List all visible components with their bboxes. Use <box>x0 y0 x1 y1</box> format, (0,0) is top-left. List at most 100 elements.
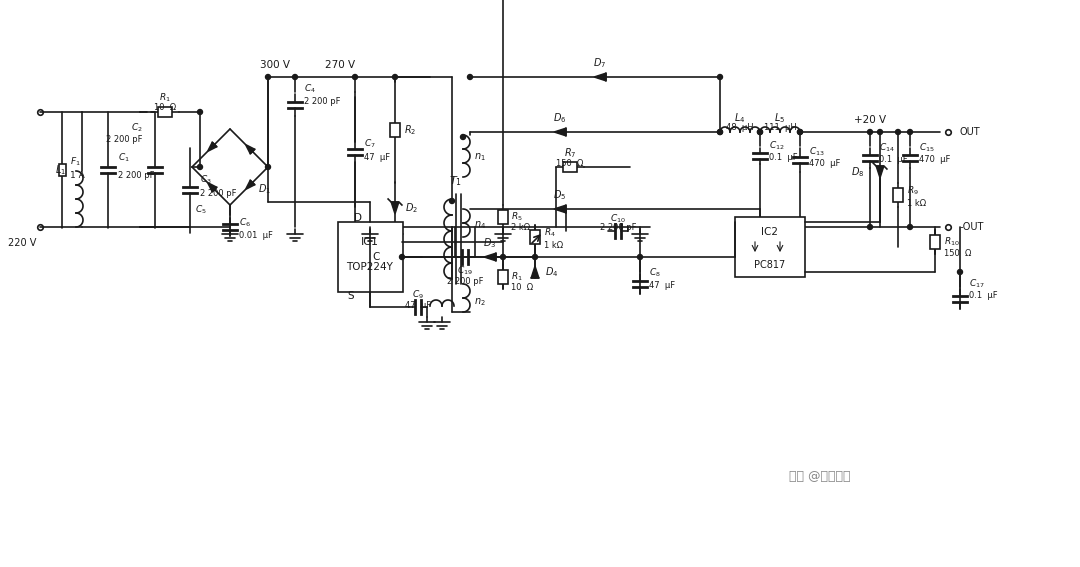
Text: C: C <box>373 252 380 262</box>
Bar <box>498 270 508 284</box>
Text: 10  Ω: 10 Ω <box>511 282 534 291</box>
Polygon shape <box>207 183 217 192</box>
Bar <box>735 217 805 277</box>
Circle shape <box>867 225 873 230</box>
Text: $L_4$: $L_4$ <box>734 111 745 125</box>
Text: 470  μF: 470 μF <box>919 155 950 164</box>
Text: OUT: OUT <box>960 127 981 137</box>
Circle shape <box>867 129 873 134</box>
Text: 150  Ω: 150 Ω <box>556 159 583 167</box>
Text: -OUT: -OUT <box>960 222 984 232</box>
Text: $C_{14}$: $C_{14}$ <box>879 142 895 154</box>
Polygon shape <box>484 253 496 261</box>
Text: 111  μH: 111 μH <box>764 124 796 133</box>
Text: 2 200 pF: 2 200 pF <box>200 189 237 198</box>
Text: $C_9$: $C_9$ <box>413 289 424 301</box>
Text: $R_1$: $R_1$ <box>159 92 171 104</box>
Circle shape <box>907 129 913 134</box>
Circle shape <box>717 129 723 134</box>
Circle shape <box>198 109 203 115</box>
Text: 1 kΩ: 1 kΩ <box>544 240 563 249</box>
Text: $C_7$: $C_7$ <box>364 138 376 150</box>
Polygon shape <box>391 202 399 214</box>
Text: 2 200 pF: 2 200 pF <box>107 136 143 145</box>
Text: $D_2$: $D_2$ <box>405 201 418 215</box>
Polygon shape <box>207 142 217 151</box>
Circle shape <box>293 74 297 79</box>
Bar <box>338 222 403 292</box>
Circle shape <box>907 225 913 230</box>
Circle shape <box>895 129 901 134</box>
Circle shape <box>352 74 357 79</box>
Text: 2 200 pF: 2 200 pF <box>447 277 483 286</box>
Text: $R_7$: $R_7$ <box>564 146 577 160</box>
Text: $D_3$: $D_3$ <box>484 236 497 250</box>
Text: S: S <box>348 291 354 301</box>
Text: $R_4$: $R_4$ <box>544 227 556 239</box>
Text: 47  μF: 47 μF <box>649 281 675 290</box>
Text: $L_1$: $L_1$ <box>55 163 66 177</box>
Polygon shape <box>876 166 883 178</box>
Circle shape <box>468 74 473 79</box>
Circle shape <box>797 129 802 134</box>
Circle shape <box>717 129 723 134</box>
Text: $C_{13}$: $C_{13}$ <box>809 146 825 158</box>
Text: 2 200 pF: 2 200 pF <box>118 171 154 180</box>
Text: $C_6$: $C_6$ <box>239 217 251 229</box>
Text: 470  μF: 470 μF <box>809 159 840 168</box>
Text: 47  μF: 47 μF <box>364 153 390 162</box>
Text: PC817: PC817 <box>754 260 785 270</box>
Circle shape <box>637 255 643 260</box>
Text: $D_6$: $D_6$ <box>553 111 567 125</box>
Text: 0.1  μF: 0.1 μF <box>969 291 998 301</box>
Polygon shape <box>245 145 255 154</box>
Text: 48  μH: 48 μH <box>726 124 754 133</box>
Text: $T_1$: $T_1$ <box>449 174 462 188</box>
Text: $C_{17}$: $C_{17}$ <box>969 278 985 290</box>
Text: $D_1$: $D_1$ <box>258 182 271 196</box>
Text: $R_2$: $R_2$ <box>404 123 416 137</box>
Text: $R_5$: $R_5$ <box>511 211 523 223</box>
Polygon shape <box>594 73 606 81</box>
Text: 220 V: 220 V <box>8 238 36 248</box>
Text: $C_5$: $C_5$ <box>195 204 206 216</box>
Text: $C_{12}$: $C_{12}$ <box>769 139 785 153</box>
Polygon shape <box>531 266 539 278</box>
Text: $R_1$: $R_1$ <box>511 271 523 284</box>
Text: $C_2$: $C_2$ <box>132 122 143 134</box>
Text: $C_1$: $C_1$ <box>118 152 130 164</box>
Text: $C_{19}$: $C_{19}$ <box>457 265 473 277</box>
Circle shape <box>717 74 723 79</box>
Text: $D_4$: $D_4$ <box>545 265 558 279</box>
Circle shape <box>266 164 270 170</box>
Text: 1 A: 1 A <box>70 171 84 180</box>
Text: $F_1$: $F_1$ <box>70 156 81 168</box>
Text: $D_7$: $D_7$ <box>593 56 607 70</box>
Bar <box>390 123 400 137</box>
Text: $R_{10}$: $R_{10}$ <box>944 236 960 248</box>
Text: 0.1  μF: 0.1 μF <box>879 155 907 164</box>
Bar <box>58 164 66 176</box>
Bar <box>158 107 172 117</box>
Text: $L_5$: $L_5$ <box>774 111 785 125</box>
Text: IC1: IC1 <box>361 237 379 247</box>
Circle shape <box>757 129 762 134</box>
Text: +20 V: +20 V <box>854 115 886 125</box>
Polygon shape <box>554 128 566 136</box>
Circle shape <box>958 269 962 274</box>
Text: $C_{10}$: $C_{10}$ <box>610 213 626 225</box>
Bar <box>893 188 903 202</box>
Text: $n_2$: $n_2$ <box>474 296 486 308</box>
Text: 2 kΩ: 2 kΩ <box>511 222 530 231</box>
Circle shape <box>266 74 270 79</box>
Text: $C_8$: $C_8$ <box>649 266 661 280</box>
Circle shape <box>877 129 882 134</box>
Text: 10  Ω: 10 Ω <box>154 104 176 112</box>
Polygon shape <box>554 205 566 213</box>
Text: $C_{15}$: $C_{15}$ <box>919 142 935 154</box>
Text: $D_8$: $D_8$ <box>851 165 864 179</box>
Bar <box>930 235 940 249</box>
Text: 知乎 @华清远见: 知乎 @华清远见 <box>789 471 851 484</box>
Text: 150  Ω: 150 Ω <box>944 249 971 259</box>
Circle shape <box>532 255 538 260</box>
